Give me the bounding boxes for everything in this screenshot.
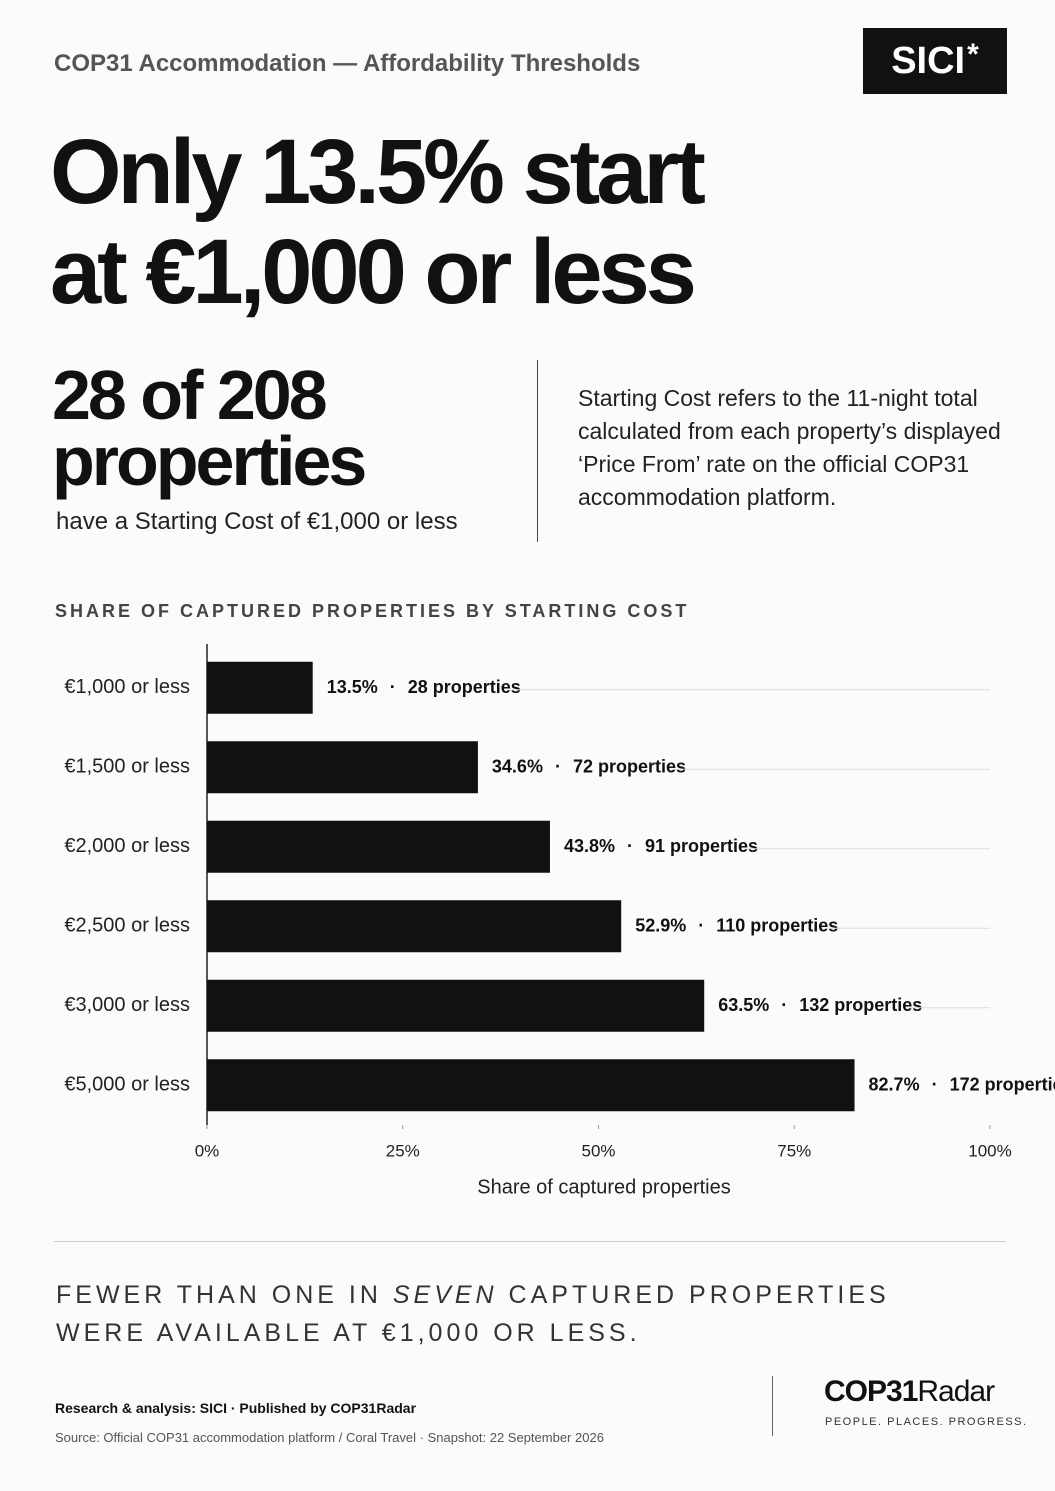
callout-part: CAPTURED PROPERTIES xyxy=(497,1281,890,1309)
label-separator: · xyxy=(932,1074,938,1094)
value-label: 43.8% xyxy=(564,836,615,856)
count-label: 72 properties xyxy=(573,756,686,776)
bar xyxy=(207,900,622,953)
count-label: 132 properties xyxy=(799,995,922,1015)
y-tick-label: €5,000 or less xyxy=(64,1074,190,1096)
stat-line: 28 of 208 xyxy=(52,356,328,434)
label-separator: · xyxy=(627,836,633,856)
rule xyxy=(54,1241,1006,1242)
value-label: 82.7% xyxy=(869,1074,920,1094)
logo-mark: * xyxy=(967,38,979,71)
count-label: 172 properties xyxy=(950,1074,1055,1094)
logo-text: SICI xyxy=(891,39,966,82)
x-tick-label: 50% xyxy=(581,1141,615,1160)
x-tick-label: 75% xyxy=(777,1141,811,1160)
divider xyxy=(537,360,538,542)
bar-label: 13.5% · 28 properties xyxy=(327,677,521,697)
kicker: COP31 Accommodation — Affordability Thre… xyxy=(54,50,641,77)
x-axis-label: Share of captured properties xyxy=(477,1176,731,1198)
bar xyxy=(207,820,550,873)
callout: FEWER THAN ONE IN SEVEN CAPTURED PROPERT… xyxy=(56,1276,890,1352)
x-tick-label: 100% xyxy=(968,1141,1011,1160)
callout-line: WERE AVAILABLE AT €1,000 OR LESS. xyxy=(56,1319,641,1347)
count-label: 28 properties xyxy=(408,677,521,697)
x-tick-label: 25% xyxy=(386,1141,420,1160)
y-tick-label: €3,000 or less xyxy=(64,994,190,1016)
count-label: 110 properties xyxy=(716,915,838,935)
headline-line: at €1,000 or less xyxy=(50,221,697,323)
brand-bold: COP31 xyxy=(824,1375,918,1408)
brand: COP31Radar xyxy=(824,1375,995,1409)
bar xyxy=(207,741,478,794)
callout-line: FEWER THAN ONE IN SEVEN CAPTURED PROPERT… xyxy=(56,1276,890,1314)
stat-caption: have a Starting Cost of €1,000 or less xyxy=(56,508,458,535)
y-tick-label: €1,500 or less xyxy=(64,756,190,778)
credit: Research & analysis: SICI · Published by… xyxy=(55,1400,417,1416)
value-label: 63.5% xyxy=(718,995,769,1015)
bar-label: 82.7% · 172 properties xyxy=(869,1074,1055,1094)
bar-label: 52.9% · 110 properties xyxy=(635,915,838,935)
value-label: 52.9% xyxy=(635,915,686,935)
stat-line: properties xyxy=(52,422,367,500)
chart: SHARE OF CAPTURED PROPERTIES BY STARTING… xyxy=(55,601,1055,1199)
x-tick-label: 0% xyxy=(195,1141,220,1160)
label-separator: · xyxy=(781,995,787,1015)
bar-label: 34.6% · 72 properties xyxy=(492,756,686,776)
y-tick-label: €2,500 or less xyxy=(64,915,190,937)
note: Starting Cost refers to the 11-night tot… xyxy=(578,385,1001,510)
y-tick-label: €2,000 or less xyxy=(64,835,190,857)
value-label: 13.5% xyxy=(327,677,378,697)
brand-light: Radar xyxy=(917,1375,995,1408)
bar-label: 43.8% · 91 properties xyxy=(564,836,758,856)
bar xyxy=(207,1059,855,1112)
stat: 28 of 208 properties xyxy=(52,356,367,500)
tagline: PEOPLE. PLACES. PROGRESS. xyxy=(825,1416,1028,1428)
headline: Only 13.5% start at €1,000 or less xyxy=(50,121,706,323)
y-tick-label: €1,000 or less xyxy=(64,676,190,698)
bar xyxy=(207,661,313,714)
callout-part: FEWER THAN ONE IN xyxy=(56,1281,393,1309)
callout-emphasis: SEVEN xyxy=(392,1281,498,1309)
headline-line: Only 13.5% start xyxy=(50,121,706,223)
bar xyxy=(207,979,705,1032)
source: Source: Official COP31 accommodation pla… xyxy=(55,1430,604,1445)
count-label: 91 properties xyxy=(645,836,758,856)
bar-label: 63.5% · 132 properties xyxy=(718,995,922,1015)
chart-title: SHARE OF CAPTURED PROPERTIES BY STARTING… xyxy=(55,601,689,621)
label-separator: · xyxy=(555,756,561,776)
label-separator: · xyxy=(390,677,396,697)
value-label: 34.6% xyxy=(492,756,543,776)
label-separator: · xyxy=(698,915,704,935)
footer-divider xyxy=(772,1376,773,1436)
logo: SICI * xyxy=(863,28,1007,94)
